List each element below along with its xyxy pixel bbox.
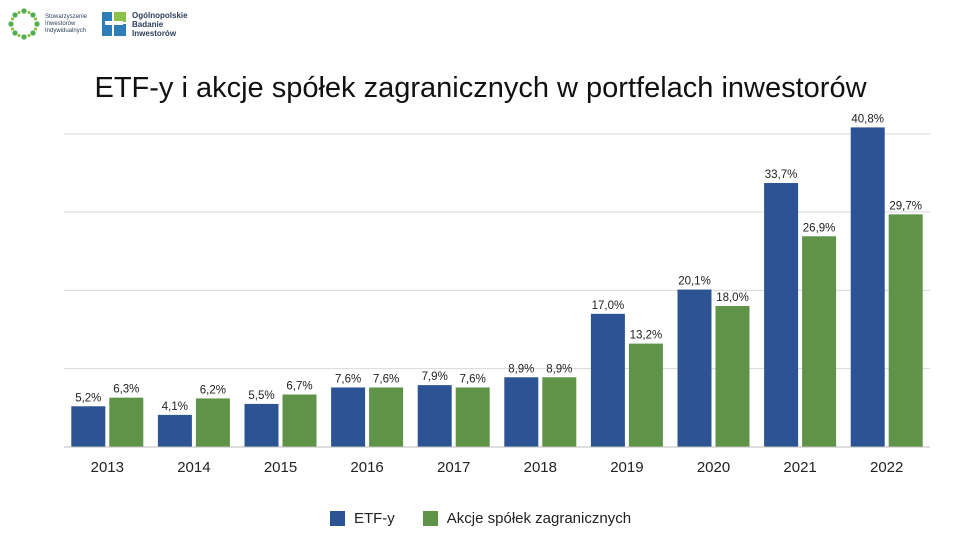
sii-line-3: Indywidualnych [45, 27, 87, 34]
bar-foreign-stocks-2017 [455, 387, 490, 447]
x-tick-label-2020: 2020 [697, 459, 730, 476]
bar-etf-2014 [157, 414, 192, 447]
sii-wreath-icon [8, 8, 40, 40]
bar-foreign-stocks-2018 [542, 377, 577, 447]
bar-etf-2015 [244, 403, 279, 447]
data-label-foreign-stocks-2014: 6,2% [200, 384, 226, 396]
x-tick-label-2016: 2016 [350, 459, 383, 476]
x-tick-label-2022: 2022 [870, 459, 903, 476]
x-tick-label-2015: 2015 [264, 459, 297, 476]
sii-logo-text: Stowarzyszenie Inwestorów Indywidualnych [45, 14, 87, 35]
data-label-etf-2014: 4,1% [162, 401, 188, 413]
sii-logo: Stowarzyszenie Inwestorów Indywidualnych [8, 8, 87, 40]
legend-swatch-etf [329, 511, 345, 526]
x-tick-label-2014: 2014 [177, 459, 210, 476]
obi-mark-icon [101, 11, 128, 37]
data-label-etf-2015: 5,5% [248, 390, 274, 402]
legend-item-foreign-stocks: Akcje spółek zagranicznych [422, 510, 632, 527]
x-tick-label-2018: 2018 [524, 459, 557, 476]
bar-etf-2017 [417, 385, 452, 447]
bar-etf-2018 [504, 377, 539, 447]
obi-line-3: Inwestorów [132, 28, 177, 38]
obi-line-2: Badanie [132, 19, 164, 29]
chart-title: ETF-y i akcje spółek zagranicznych w por… [94, 72, 867, 104]
data-label-foreign-stocks-2017: 7,6% [460, 373, 486, 385]
bar-etf-2020 [677, 289, 712, 447]
x-tick-label-2017: 2017 [437, 459, 470, 476]
obi-logo: Ogólnopolskie Badanie Inwestorów [101, 11, 188, 38]
data-label-foreign-stocks-2020: 18,0% [716, 292, 749, 304]
data-label-etf-2018: 8,9% [508, 363, 534, 375]
data-label-etf-2019: 17,0% [592, 300, 625, 312]
sii-line-2: Inwestorów [45, 20, 76, 27]
data-label-foreign-stocks-2021: 26,9% [803, 222, 836, 234]
obi-line-1: Ogólnopolskie [132, 10, 188, 20]
data-label-etf-2013: 5,2% [75, 392, 101, 404]
data-label-etf-2016: 7,6% [335, 373, 361, 385]
legend-label-foreign-stocks: Akcje spółek zagranicznych [446, 510, 632, 527]
x-tick-label-2019: 2019 [610, 459, 643, 476]
bar-etf-2022 [850, 127, 885, 448]
bar-foreign-stocks-2015 [282, 394, 317, 447]
sii-line-1: Stowarzyszenie [45, 13, 88, 20]
data-label-foreign-stocks-2016: 7,6% [373, 373, 399, 385]
bar-foreign-stocks-2013 [109, 397, 144, 447]
obi-logo-text: Ogólnopolskie Badanie Inwestorów [132, 11, 188, 38]
legend-swatch-foreign-stocks [422, 511, 438, 526]
data-label-foreign-stocks-2013: 6,3% [113, 384, 139, 396]
data-label-foreign-stocks-2022: 29,7% [889, 200, 922, 212]
logos: Stowarzyszenie Inwestorów Indywidualnych… [8, 8, 188, 40]
bar-etf-2021 [764, 183, 799, 447]
bar-etf-2019 [590, 313, 625, 447]
data-label-foreign-stocks-2019: 13,2% [630, 330, 663, 342]
data-label-etf-2020: 20,1% [678, 276, 711, 288]
bar-foreign-stocks-2022 [888, 214, 923, 447]
bar-foreign-stocks-2019 [628, 343, 663, 447]
bar-foreign-stocks-2014 [195, 398, 230, 447]
data-label-foreign-stocks-2018: 8,9% [546, 363, 572, 375]
bar-foreign-stocks-2020 [715, 306, 750, 447]
legend-label-etf: ETF-y [353, 510, 395, 527]
bar-foreign-stocks-2016 [369, 387, 404, 447]
bar-etf-2013 [71, 406, 106, 447]
x-tick-label-2021: 2021 [783, 459, 816, 476]
data-label-etf-2017: 7,9% [422, 371, 448, 383]
chart-legend: ETF-y Akcje spółek zagranicznych [0, 510, 961, 527]
bar-foreign-stocks-2021 [802, 236, 837, 447]
data-label-etf-2021: 33,7% [765, 169, 798, 181]
data-label-foreign-stocks-2015: 6,7% [286, 381, 312, 393]
legend-item-etf: ETF-y [329, 510, 395, 527]
bar-etf-2016 [331, 387, 366, 447]
x-tick-label-2013: 2013 [91, 459, 124, 476]
data-label-etf-2022: 40,8% [851, 113, 884, 125]
